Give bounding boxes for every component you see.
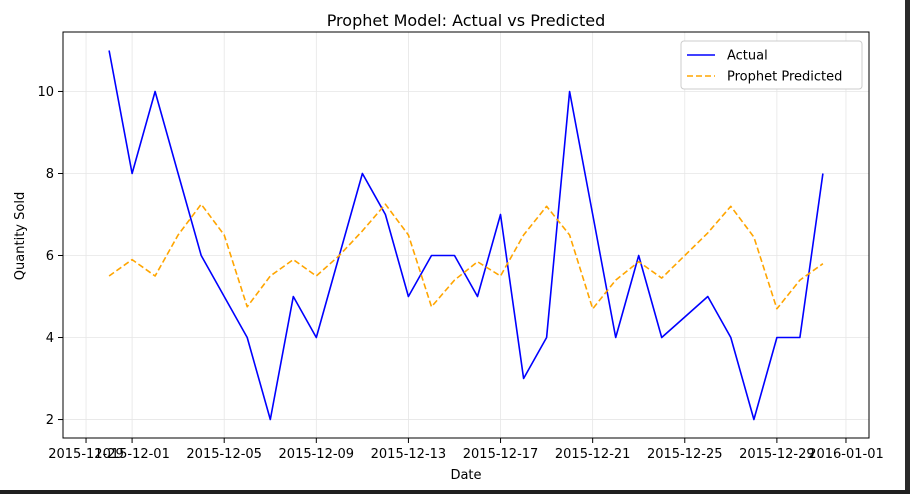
x-tick-label: 2015-12-17 — [463, 447, 539, 462]
chart-title: Prophet Model: Actual vs Predicted — [327, 11, 606, 30]
legend: Actual Prophet Predicted — [680, 40, 863, 90]
y-tick-label: 2 — [46, 413, 54, 428]
x-tick-label: 2015-12-01 — [94, 447, 170, 462]
x-tick-label: 2016-01-01 — [808, 447, 884, 462]
y-tick-label: 4 — [46, 331, 54, 346]
series-line-predicted — [108, 203, 824, 310]
y-tick-label: 8 — [46, 167, 54, 182]
y-tick-label: 10 — [37, 85, 54, 100]
x-tick-label: 2015-12-21 — [555, 447, 631, 462]
window-edge — [905, 0, 910, 490]
legend-label: Actual — [727, 49, 768, 64]
series-lines — [108, 50, 824, 421]
axes-frame — [62, 31, 870, 439]
legend-box — [680, 40, 863, 90]
x-tick-label: 2015-12-29 — [739, 447, 815, 462]
x-tick-label: 2015-12-25 — [647, 447, 723, 462]
x-tick-label: 2015-11-29 — [48, 447, 124, 462]
x-axis-label: Date — [450, 468, 481, 483]
grid — [63, 32, 869, 438]
series-line-actual — [108, 50, 824, 421]
x-tick-label: 2015-12-09 — [279, 447, 355, 462]
y-tick-label: 6 — [46, 249, 54, 264]
y-axis-label: Quantity Sold — [13, 192, 28, 280]
x-tick-label: 2015-12-05 — [186, 447, 262, 462]
legend-label: Prophet Predicted — [727, 70, 842, 85]
x-tick-label: 2015-12-13 — [371, 447, 447, 462]
